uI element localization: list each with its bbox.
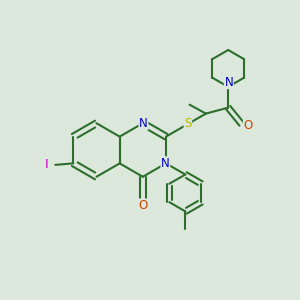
Text: N: N bbox=[161, 157, 170, 170]
Text: N: N bbox=[139, 117, 148, 130]
Text: O: O bbox=[138, 199, 148, 212]
Text: I: I bbox=[45, 158, 49, 171]
Text: S: S bbox=[184, 118, 192, 130]
Text: O: O bbox=[244, 119, 253, 132]
Text: N: N bbox=[224, 76, 233, 88]
